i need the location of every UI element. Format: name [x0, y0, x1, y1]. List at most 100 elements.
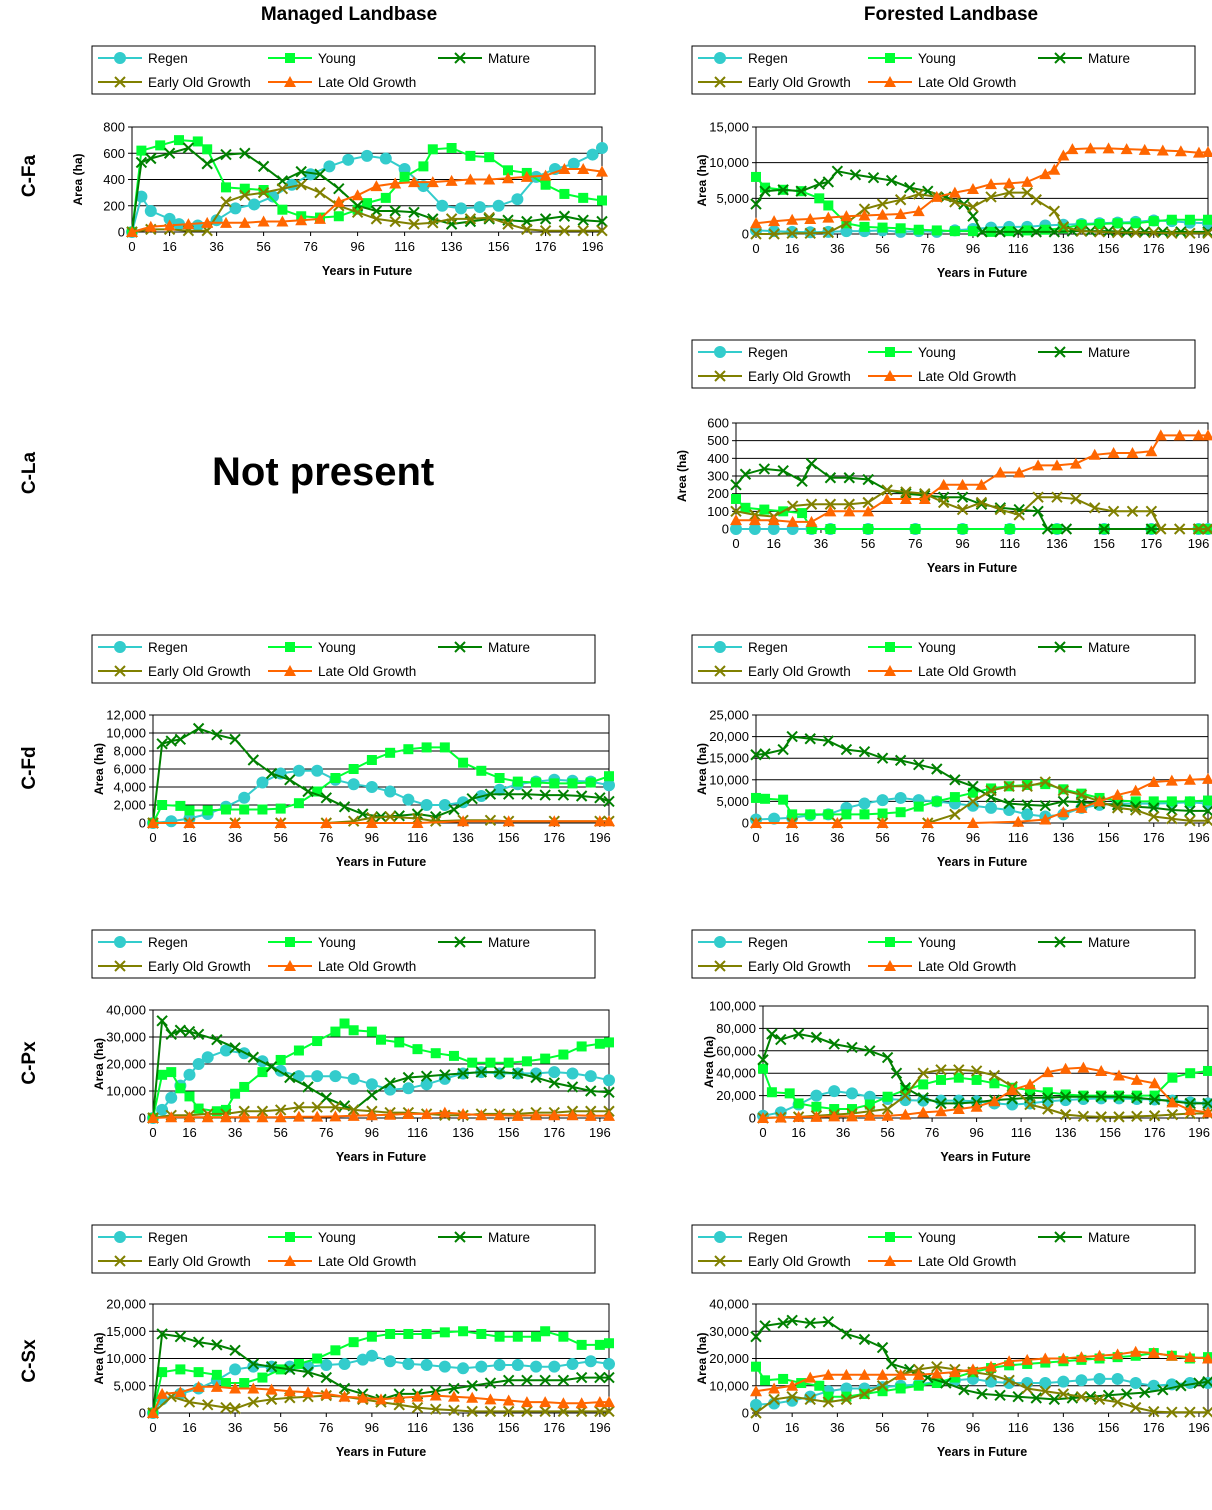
x-tick-label: 176 — [543, 1420, 565, 1435]
legend-label-regen: Regen — [148, 51, 188, 66]
data-point-young — [276, 804, 286, 814]
x-tick-label: 116 — [1008, 830, 1029, 845]
data-point-mature — [797, 476, 807, 486]
data-point-young — [1022, 225, 1032, 235]
data-point-regen — [512, 1360, 523, 1371]
series-young — [148, 1019, 614, 1124]
x-axis-label: Years in Future — [927, 561, 1017, 575]
data-point-young — [1167, 215, 1177, 225]
data-point-young — [595, 1039, 605, 1049]
x-tick-label: 196 — [1188, 830, 1210, 845]
data-point-young — [932, 796, 942, 806]
x-tick-label: 116 — [407, 1125, 428, 1140]
data-point-young — [760, 1375, 770, 1385]
x-tick-label: 136 — [452, 830, 474, 845]
y-tick-label: 15,000 — [106, 1324, 146, 1339]
y-tick-label: 10,000 — [709, 1378, 749, 1393]
legend-label-early-old-growth: Early Old Growth — [148, 664, 251, 679]
y-tick-label: 0 — [749, 1111, 756, 1126]
legend-label-late-old-growth: Late Old Growth — [318, 959, 416, 974]
row-label-cpx: C-Px — [19, 1023, 41, 1103]
data-point-regen — [312, 765, 323, 776]
x-tick-label: 76 — [303, 239, 317, 254]
data-point-young — [385, 1329, 395, 1339]
data-point-young — [202, 144, 212, 154]
data-point-regen — [604, 1358, 615, 1369]
data-point-young — [785, 1088, 795, 1098]
y-axis-label: Area (ha) — [675, 450, 689, 502]
x-tick-label: 76 — [319, 1420, 333, 1435]
data-point-young — [1167, 1073, 1177, 1083]
data-point-young — [294, 1046, 304, 1056]
gridlines — [149, 715, 609, 823]
x-tick-label: 176 — [1143, 241, 1165, 256]
data-point-young — [841, 809, 851, 819]
y-tick-label: 0 — [742, 816, 749, 831]
x-tick-label: 56 — [273, 1420, 287, 1435]
data-point-young — [349, 1025, 359, 1035]
x-tick-label: 116 — [407, 1420, 428, 1435]
data-point-regen — [366, 1350, 377, 1361]
data-point-mature — [767, 1029, 777, 1039]
data-point-mature — [166, 1029, 176, 1039]
data-point-regen — [403, 794, 414, 805]
data-point-young — [394, 1037, 404, 1047]
data-point-regen — [192, 220, 203, 231]
data-point-mature — [841, 1329, 851, 1339]
x-tick-label: 56 — [875, 830, 889, 845]
data-point-mature — [321, 793, 331, 803]
data-point-young — [194, 1104, 204, 1114]
data-point-regen — [493, 200, 504, 211]
data-point-young — [878, 808, 888, 818]
data-point-young — [212, 1370, 222, 1380]
legend-marker-regen — [715, 937, 726, 948]
y-tick-label: 10,000 — [106, 1351, 146, 1366]
row-label-csx: C-Sx — [19, 1321, 41, 1401]
legend-label-regen: Regen — [148, 640, 188, 655]
x-axis-label: Years in Future — [322, 264, 412, 278]
y-tick-label: 40,000 — [716, 1066, 756, 1081]
x-tick-label: 36 — [830, 241, 844, 256]
data-point-regen — [567, 1358, 578, 1369]
x-tick-label: 116 — [407, 830, 428, 845]
x-tick-label: 196 — [1188, 1125, 1210, 1140]
x-tick-label: 76 — [319, 1125, 333, 1140]
legend-label-mature: Mature — [1088, 1230, 1130, 1245]
data-point-young — [194, 1367, 204, 1377]
data-point-young — [193, 136, 203, 146]
y-tick-label: 800 — [103, 120, 125, 135]
data-point-regen — [1094, 1373, 1105, 1384]
x-axis-label: Years in Future — [336, 1150, 426, 1164]
data-point-young — [312, 1354, 322, 1364]
legend-marker-young — [885, 642, 895, 652]
data-point-young — [1203, 1066, 1212, 1076]
data-point-regen — [986, 802, 997, 813]
x-tick-label: 176 — [535, 239, 557, 254]
y-tick-label: 40,000 — [709, 1297, 749, 1312]
data-point-young — [540, 1054, 550, 1064]
x-tick-label: 76 — [925, 1125, 939, 1140]
data-point-young — [184, 1091, 194, 1101]
legend-label-early-old-growth: Early Old Growth — [748, 959, 851, 974]
x-tick-label: 96 — [955, 536, 969, 551]
legend-label-late-old-growth: Late Old Growth — [318, 1254, 416, 1269]
data-point-young — [1185, 796, 1195, 806]
legend-label-early-old-growth: Early Old Growth — [148, 75, 251, 90]
x-tick-label: 116 — [999, 536, 1020, 551]
data-point-young — [1131, 218, 1141, 228]
data-point-young — [1203, 796, 1212, 806]
legend-marker-young — [885, 937, 895, 947]
x-tick-label: 196 — [1188, 1420, 1210, 1435]
y-tick-label: 20,000 — [106, 1297, 146, 1312]
data-point-young — [805, 809, 815, 819]
x-tick-label: 136 — [1053, 1420, 1075, 1435]
legend-label-regen: Regen — [748, 1230, 788, 1245]
data-point-young — [367, 755, 377, 765]
data-point-regen — [437, 200, 448, 211]
y-tick-label: 5,000 — [716, 794, 749, 809]
y-axis-label: Area (ha) — [92, 1332, 106, 1384]
legend-label-early-old-growth: Early Old Growth — [748, 1254, 851, 1269]
